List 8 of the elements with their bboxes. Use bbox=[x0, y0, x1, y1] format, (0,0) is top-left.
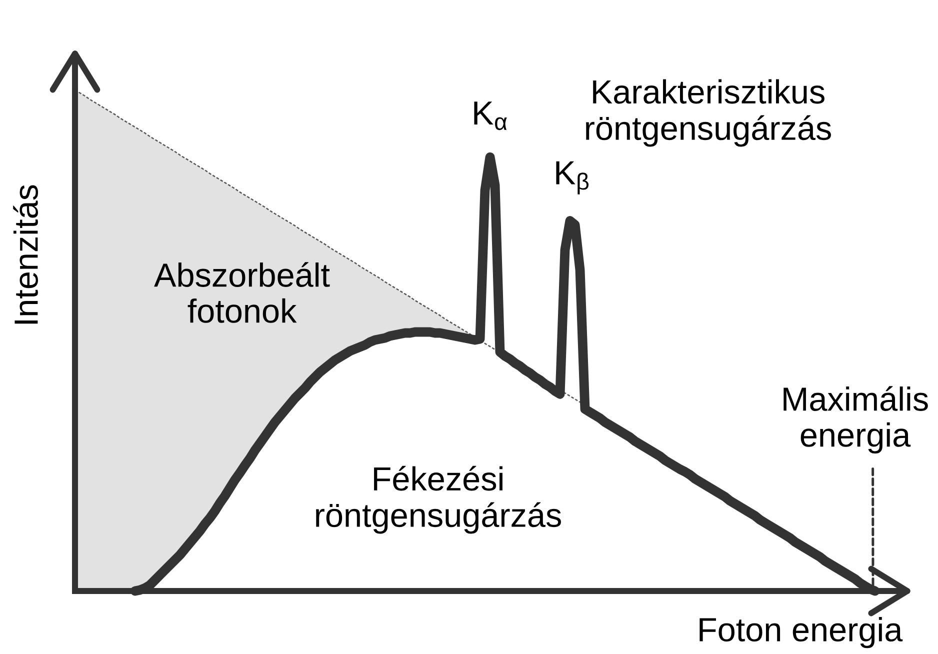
x-axis-title: Foton energia bbox=[700, 617, 903, 648]
y-axis-title: Intenzitás bbox=[13, 185, 38, 324]
annotation: Fékezési röntgensugárzás bbox=[316, 466, 561, 534]
annotation: Maximális energia bbox=[784, 386, 928, 454]
annotation: K$_{α}$ bbox=[474, 102, 507, 130]
annotation: Abszorbeált fotonok bbox=[154, 262, 330, 323]
annotation: K$_{β}$ bbox=[556, 161, 589, 194]
annotation: Karakterisztikus röntgensugárzás bbox=[586, 79, 831, 147]
